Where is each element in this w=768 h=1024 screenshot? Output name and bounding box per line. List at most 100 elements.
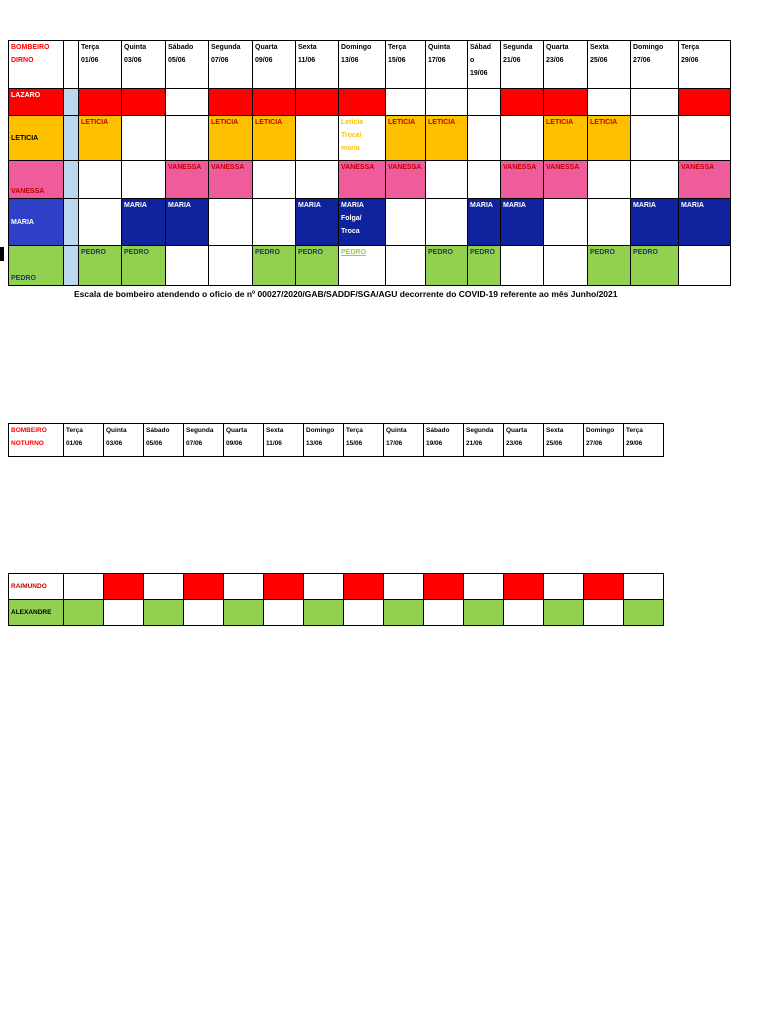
cell-text: 25/06	[590, 57, 608, 64]
header-day-cell: Domingo 13/06	[303, 423, 344, 457]
cell-text: 09/06	[226, 440, 243, 447]
schedule-cell	[208, 245, 253, 286]
cell-text: PEDRO	[428, 249, 453, 256]
cell-text: LETICIA	[428, 119, 456, 126]
dirno-schedule-table: BOMBEIRO DIRNO Terça 01/06 Quinta 03/06 Sábado…	[8, 40, 731, 286]
roster-cell	[223, 599, 264, 626]
cell-text: LETICIA	[255, 119, 283, 126]
cell-text: 07/06	[211, 57, 229, 64]
roster-cell	[583, 599, 624, 626]
row-name-cell: LETICIA	[8, 115, 64, 161]
schedule-cell: PEDRO	[467, 245, 501, 286]
cell-text: LETICIA	[590, 119, 618, 126]
roster-cell	[463, 599, 504, 626]
cell-text: Troca	[341, 228, 360, 235]
cell-text: Terça	[626, 427, 643, 434]
schedule-cell	[678, 245, 731, 286]
schedule-cell: LETICIA	[252, 115, 296, 161]
schedule-cell	[208, 198, 253, 246]
cell-text: NOTURNO	[11, 440, 44, 447]
cell-text: 17/06	[428, 57, 446, 64]
cell-text: VANESSA	[546, 164, 580, 171]
schedule-cell	[385, 245, 426, 286]
schedule-cell: PEDRO	[587, 245, 631, 286]
header-day-cell: Terça 15/06	[343, 423, 384, 457]
cell-text: Leticia	[341, 119, 364, 126]
schedule-cell: LETICIA	[78, 115, 122, 161]
schedule-cell	[467, 88, 501, 116]
schedule-cell: LETICIA	[425, 115, 468, 161]
cell-text: Domingo	[633, 44, 664, 51]
cell-text: PEDRO	[341, 249, 366, 256]
cell-text: MARIA	[124, 202, 147, 209]
schedule-cell	[500, 245, 544, 286]
cell-text: ALEXANDRE	[11, 609, 52, 616]
row-name-cell: RAIMUNDO	[8, 573, 64, 600]
schedule-row: LAZARO	[8, 88, 731, 116]
schedule-caption: Escala de bombeiro atendendo o oficio de…	[74, 289, 618, 299]
roster-cell	[583, 573, 624, 600]
roster-cell	[383, 573, 424, 600]
header-day-cell: Terça 01/06	[78, 40, 122, 89]
cell-text: Quinta	[428, 44, 451, 51]
schedule-cell	[500, 88, 544, 116]
header-day-cell: Quarta 23/06	[543, 40, 588, 89]
cell-text: VANESSA	[503, 164, 537, 171]
schedule-cell: PEDRO	[78, 245, 122, 286]
cell-text: o	[470, 57, 475, 64]
cell-text: 09/06	[255, 57, 273, 64]
cell-text: LAZARO	[11, 92, 41, 99]
schedule-cell	[165, 115, 209, 161]
cell-text: Quarta	[546, 44, 569, 51]
schedule-cell	[121, 115, 166, 161]
cell-text: PEDRO	[470, 249, 495, 256]
cell-text: MARIA	[633, 202, 656, 209]
schedule-cell: MARIA Folga/Troca	[338, 198, 386, 246]
schedule-cell: MARIA	[467, 198, 501, 246]
schedule-cell	[165, 245, 209, 286]
schedule-cell	[500, 115, 544, 161]
schedule-cell	[252, 160, 296, 199]
cell-text: 15/06	[346, 440, 363, 447]
page-edge-mark	[0, 247, 4, 261]
cell-text: 03/06	[124, 57, 142, 64]
schedule-cell	[467, 115, 501, 161]
roster-cell	[143, 599, 184, 626]
cell-text: 13/06	[306, 440, 323, 447]
schedule-cell	[630, 88, 679, 116]
header-day-cell: Quinta 17/06	[383, 423, 424, 457]
schedule-cell: VANESSA	[543, 160, 588, 199]
cell-text: 07/06	[186, 440, 203, 447]
cell-text: Terça	[388, 44, 407, 51]
schedule-cell: LETICIA	[208, 115, 253, 161]
cell-text: Sexta	[590, 44, 609, 51]
schedule-cell	[338, 88, 386, 116]
cell-text: 05/06	[168, 57, 186, 64]
spacer-column-cell	[63, 40, 79, 89]
roster-cell	[103, 573, 144, 600]
cell-text: LETICIA	[388, 119, 416, 126]
cell-text: LETICIA	[211, 119, 239, 126]
header-day-cell: Domingo 27/06	[630, 40, 679, 89]
roster-cell	[303, 599, 344, 626]
roster-cell	[543, 599, 584, 626]
schedule-cell: PEDRO	[630, 245, 679, 286]
schedule-cell	[425, 88, 468, 116]
cell-text: 29/06	[626, 440, 643, 447]
cell-text: PEDRO	[298, 249, 323, 256]
schedule-cell	[165, 88, 209, 116]
header-day-cell: Terça 01/06	[63, 423, 104, 457]
schedule-cell	[385, 88, 426, 116]
schedule-cell	[587, 198, 631, 246]
row-name-cell: VANESSA	[8, 160, 64, 199]
noturno-roster-table: RAIMUNDO ALEXANDRE	[8, 573, 664, 626]
roster-cell	[383, 599, 424, 626]
cell-text: VANESSA	[11, 188, 45, 195]
cell-text: BOMBEIRO	[11, 427, 47, 434]
row-name-cell: PEDRO	[8, 245, 64, 286]
schedule-cell: MARIA	[295, 198, 339, 246]
cell-text: Terça	[81, 44, 100, 51]
header-day-cell: Quinta 03/06	[121, 40, 166, 89]
roster-cell	[183, 573, 224, 600]
header-day-cell: Sábado 05/06	[143, 423, 184, 457]
